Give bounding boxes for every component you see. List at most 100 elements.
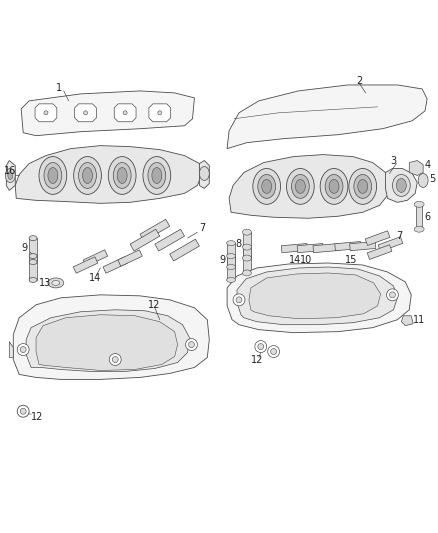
Ellipse shape: [329, 180, 339, 193]
Ellipse shape: [110, 353, 121, 366]
Ellipse shape: [117, 167, 127, 183]
Polygon shape: [237, 267, 397, 325]
Ellipse shape: [20, 408, 26, 414]
Text: 9: 9: [219, 255, 225, 265]
Text: 7: 7: [396, 231, 403, 241]
Ellipse shape: [52, 280, 60, 285]
Ellipse shape: [396, 179, 406, 192]
Polygon shape: [227, 256, 235, 280]
Ellipse shape: [78, 163, 96, 188]
Polygon shape: [281, 244, 307, 253]
Polygon shape: [114, 104, 136, 122]
Text: 14: 14: [88, 273, 101, 283]
Text: 2: 2: [356, 76, 362, 86]
Ellipse shape: [44, 111, 48, 115]
Ellipse shape: [349, 168, 377, 204]
Ellipse shape: [84, 111, 88, 115]
Ellipse shape: [389, 292, 396, 298]
Ellipse shape: [325, 174, 343, 198]
Polygon shape: [243, 247, 251, 273]
Ellipse shape: [5, 168, 15, 182]
Polygon shape: [227, 243, 235, 267]
Ellipse shape: [113, 163, 131, 188]
Ellipse shape: [152, 167, 162, 183]
Polygon shape: [335, 241, 361, 251]
Ellipse shape: [255, 341, 267, 352]
Polygon shape: [416, 205, 422, 228]
Text: 15: 15: [345, 255, 357, 265]
Text: 7: 7: [199, 223, 205, 233]
Ellipse shape: [20, 346, 26, 352]
Ellipse shape: [226, 240, 236, 246]
Ellipse shape: [243, 255, 251, 261]
Ellipse shape: [271, 349, 277, 354]
Ellipse shape: [262, 180, 272, 193]
Polygon shape: [73, 257, 98, 273]
Ellipse shape: [83, 167, 92, 183]
Text: 9: 9: [21, 243, 27, 253]
Text: 14: 14: [289, 255, 301, 265]
Polygon shape: [149, 104, 171, 122]
Ellipse shape: [258, 344, 264, 350]
Ellipse shape: [143, 157, 171, 195]
Polygon shape: [155, 229, 184, 251]
Ellipse shape: [392, 174, 410, 196]
Polygon shape: [140, 219, 170, 241]
Ellipse shape: [291, 174, 309, 198]
Polygon shape: [367, 245, 392, 260]
Ellipse shape: [74, 157, 101, 195]
Polygon shape: [83, 250, 108, 266]
Ellipse shape: [39, 157, 67, 195]
Ellipse shape: [243, 270, 251, 276]
Text: 8: 8: [235, 239, 241, 249]
Text: 12: 12: [148, 300, 160, 310]
Ellipse shape: [148, 163, 166, 188]
Polygon shape: [130, 229, 160, 251]
Ellipse shape: [243, 229, 251, 235]
Ellipse shape: [386, 289, 399, 301]
Ellipse shape: [158, 111, 162, 115]
Polygon shape: [6, 160, 15, 190]
Ellipse shape: [44, 163, 62, 188]
Text: 13: 13: [39, 278, 51, 288]
Polygon shape: [9, 342, 13, 358]
Text: 6: 6: [424, 212, 430, 222]
Ellipse shape: [418, 173, 428, 188]
Ellipse shape: [295, 180, 305, 193]
Text: 3: 3: [390, 156, 396, 166]
Polygon shape: [385, 168, 417, 203]
Ellipse shape: [354, 174, 372, 198]
Polygon shape: [199, 160, 209, 188]
Polygon shape: [350, 241, 376, 251]
Polygon shape: [227, 263, 411, 333]
Ellipse shape: [123, 111, 127, 115]
Ellipse shape: [29, 236, 37, 240]
Ellipse shape: [268, 345, 279, 358]
Polygon shape: [401, 316, 413, 326]
Ellipse shape: [199, 166, 209, 181]
Ellipse shape: [414, 226, 424, 232]
Ellipse shape: [29, 260, 37, 264]
Polygon shape: [170, 239, 199, 261]
Ellipse shape: [243, 244, 251, 250]
Ellipse shape: [48, 167, 58, 183]
Ellipse shape: [108, 157, 136, 195]
Ellipse shape: [188, 342, 194, 348]
Ellipse shape: [17, 344, 29, 356]
Polygon shape: [74, 104, 96, 122]
Ellipse shape: [258, 174, 276, 198]
Text: 11: 11: [413, 314, 425, 325]
Polygon shape: [103, 257, 127, 273]
Ellipse shape: [29, 254, 37, 259]
Ellipse shape: [48, 278, 64, 288]
Polygon shape: [313, 244, 339, 253]
Polygon shape: [227, 85, 427, 149]
Polygon shape: [249, 273, 381, 319]
Text: 5: 5: [429, 174, 435, 184]
Ellipse shape: [358, 180, 367, 193]
Ellipse shape: [226, 264, 236, 270]
Polygon shape: [26, 310, 190, 372]
Text: 10: 10: [300, 255, 313, 265]
Ellipse shape: [414, 201, 424, 207]
Polygon shape: [243, 232, 251, 258]
